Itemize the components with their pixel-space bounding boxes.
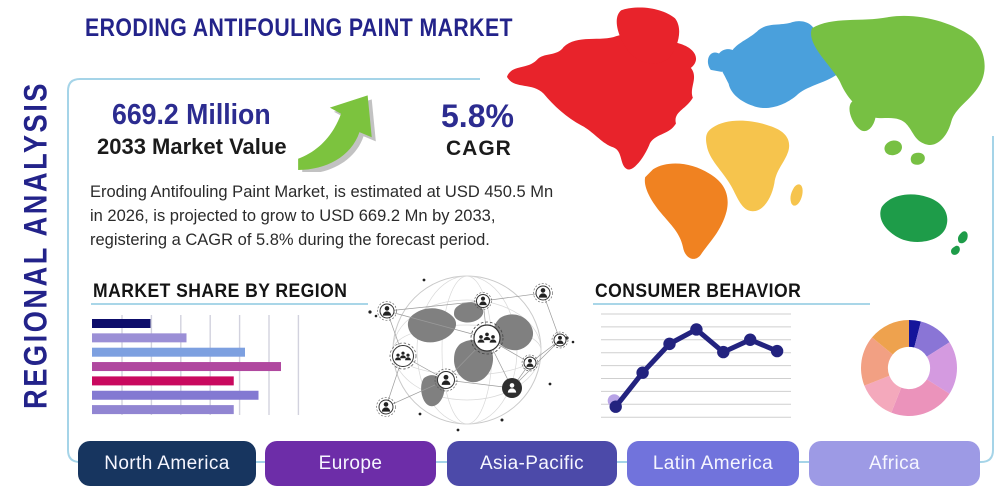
- donut-slice-1: [909, 320, 921, 348]
- description-line-3: registering a CAGR of 5.8% during the fo…: [90, 231, 490, 249]
- growth-arrow-icon: [298, 95, 376, 172]
- bar-2: [92, 333, 187, 343]
- bar-5: [92, 376, 234, 386]
- description-line-1: Eroding Antifouling Paint Market, is est…: [90, 183, 554, 201]
- donut-slice-5: [864, 375, 902, 413]
- market-share-underline: [91, 303, 368, 305]
- page-title: ERODING ANTIFOULING PAINT MARKET: [85, 14, 588, 43]
- continent-south-america: [644, 163, 728, 259]
- donut-slice-7: [872, 320, 909, 355]
- description-line-2: in 2026, is projected to grow to USD 669…: [90, 207, 496, 225]
- region-button-africa[interactable]: Africa: [809, 441, 980, 486]
- region-button-europe[interactable]: Europe: [265, 441, 436, 486]
- region-button-north-america[interactable]: North America: [78, 441, 256, 486]
- north-america-shape: [506, 33, 697, 170]
- continent-north-america: [506, 7, 697, 170]
- greenland-shape: [616, 7, 680, 64]
- person-nodes: [376, 283, 569, 417]
- point-2: [636, 366, 649, 379]
- bar-3: [92, 347, 245, 357]
- se-asia-island-2: [910, 152, 925, 165]
- market-value-stat: 669.2 Million: [112, 99, 271, 131]
- point-7: [770, 344, 784, 358]
- india-shape: [849, 99, 876, 132]
- region-button-asia-pacific[interactable]: Asia-Pacific: [447, 441, 617, 486]
- growth-arrow-shape: [298, 95, 372, 170]
- donut-slice-4: [891, 379, 950, 416]
- consumer-behavior-underline: [593, 303, 870, 305]
- new-zealand-north: [957, 231, 968, 244]
- region-button-latin-america[interactable]: Latin America: [627, 441, 799, 486]
- madagascar-shape: [790, 184, 803, 206]
- bar-7: [92, 405, 234, 415]
- world-map: [506, 7, 985, 259]
- market-share-bar-chart: [92, 315, 300, 415]
- market-share-heading: MARKET SHARE BY REGION: [93, 280, 348, 302]
- continent-oceania: [880, 194, 968, 255]
- market-value-label: 2033 Market Value: [97, 134, 287, 159]
- africa-shape: [706, 120, 790, 212]
- donut-slice-2: [914, 321, 950, 357]
- point-5: [717, 345, 730, 359]
- point-1: [609, 400, 622, 413]
- page-title-text: ERODING ANTIFOULING PAINT MARKET: [85, 14, 513, 42]
- point-3: [663, 337, 676, 351]
- cagr-stat: 5.8%: [441, 98, 514, 134]
- consumer-behavior-line-chart: [601, 313, 791, 418]
- asia-shape: [811, 15, 985, 145]
- regional-share-donut-chart: [861, 320, 957, 416]
- continent-africa: [706, 120, 803, 212]
- market-description: Eroding Antifouling Paint Market, is est…: [90, 180, 590, 252]
- point-6: [744, 333, 757, 346]
- central-group-node: [470, 321, 504, 355]
- globe-landmasses: [407, 302, 534, 407]
- cagr-label: CAGR: [446, 137, 512, 160]
- globe-network-graphic: [368, 275, 575, 432]
- point-4: [690, 323, 703, 336]
- australia-shape: [880, 194, 948, 242]
- uk-shape: [707, 52, 726, 72]
- new-zealand-south: [951, 245, 960, 255]
- consumer-behavior-heading: CONSUMER BEHAVIOR: [595, 280, 802, 302]
- donut-slice-3: [926, 342, 957, 394]
- group-node: [389, 342, 417, 370]
- bar-1: [92, 319, 151, 328]
- bar-4: [92, 362, 281, 372]
- donut-slice-6: [861, 337, 893, 386]
- side-label-regional-analysis: REGIONAL ANALYSIS: [17, 81, 54, 409]
- continent-asia: [811, 15, 985, 165]
- bar-6: [92, 390, 259, 400]
- se-asia-island-1: [884, 140, 902, 156]
